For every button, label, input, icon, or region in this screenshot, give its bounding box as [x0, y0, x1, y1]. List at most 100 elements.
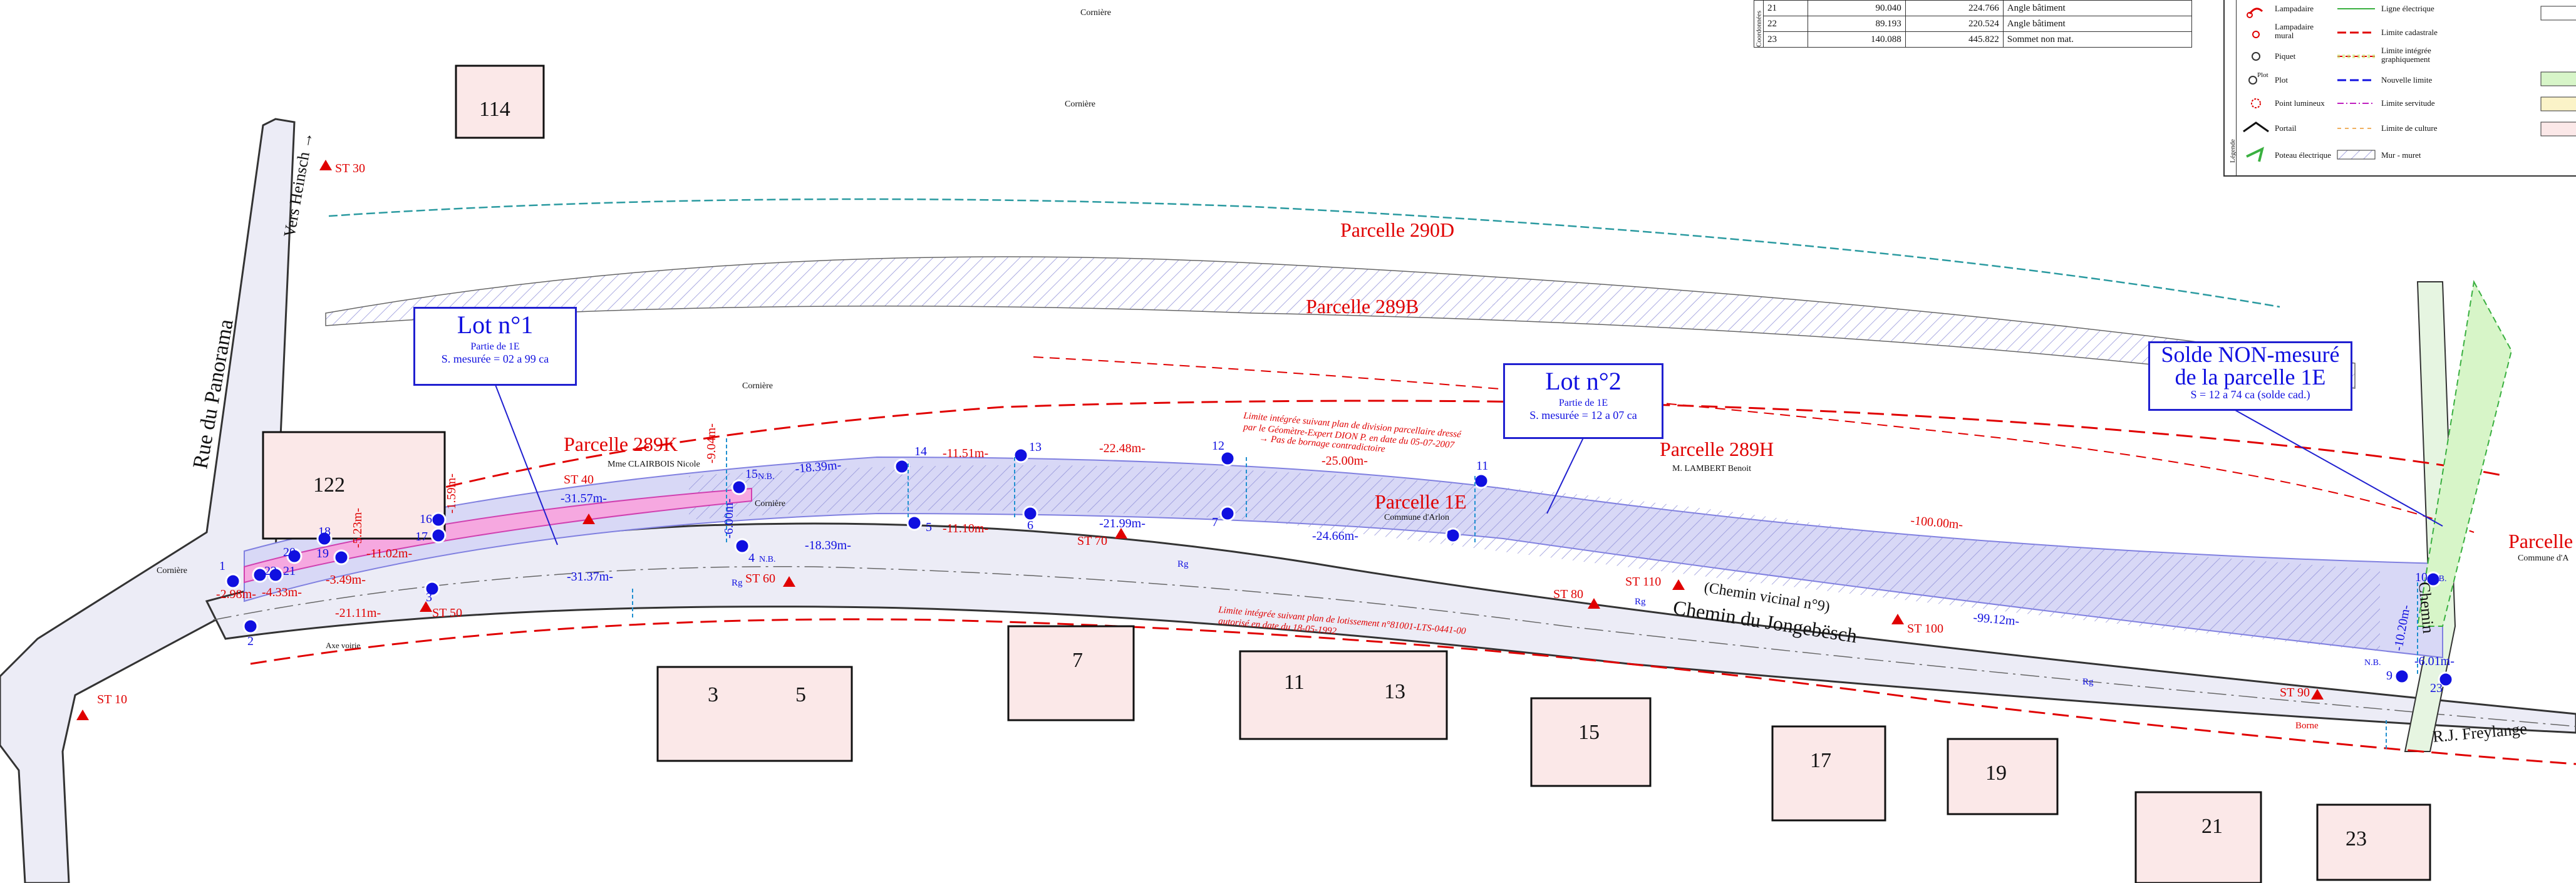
station-st30: ST 30	[335, 162, 365, 175]
svg-text:-24.66m-: -24.66m-	[1312, 529, 1358, 543]
label-chemin: Chemin	[2415, 581, 2438, 634]
building-17	[1771, 725, 1886, 822]
station-st90: ST 90	[2280, 686, 2310, 700]
svg-text:23: 23	[2430, 681, 2443, 695]
label-parcel-289k-owner: Mme CLAIRBOIS Nicole	[608, 460, 700, 469]
table-row: 23 140.088 445.822 Sommet non mat.	[1754, 31, 2193, 48]
svg-text:-18.39m-: -18.39m-	[805, 539, 851, 552]
station-st40: ST 40	[564, 473, 594, 487]
svg-text:-2.98m-: -2.98m-	[216, 587, 256, 601]
label-parcel-290d: Parcelle 290D	[1340, 219, 1454, 241]
legend-nouvelle-limite: Nouvelle limite	[2381, 75, 2433, 85]
svg-text:-6.00m-: -6.00m-	[722, 498, 736, 539]
svg-text:-99.12m-: -99.12m-	[1973, 611, 2020, 628]
svg-text:14: 14	[914, 445, 927, 458]
label-parcel-1e-commune: Commune d'Arlon	[1384, 513, 1449, 522]
solde-title1: Solde NON-mesuré	[2161, 342, 2340, 367]
lot1-area: S. mesurée = 02 a 99 ca	[441, 353, 549, 365]
label-corniere-left: Cornière	[157, 566, 187, 576]
label-corniere-mid2: Cornière	[755, 499, 785, 509]
legend-symbols	[2243, 6, 2576, 162]
label-borne: Borne	[2295, 721, 2319, 731]
legend-poteau: Poteau électrique	[2275, 150, 2331, 160]
svg-text:20: 20	[283, 545, 296, 559]
station-st50: ST 50	[432, 606, 462, 620]
bldg-11: 11	[1284, 671, 1305, 694]
svg-text:22: 22	[264, 564, 277, 578]
svg-text:9: 9	[2386, 669, 2392, 683]
road-axis	[212, 565, 2576, 727]
svg-text:15: 15	[745, 467, 758, 481]
svg-text:11: 11	[1476, 459, 1488, 473]
road-rue-du-panorama	[0, 118, 296, 883]
label-corniere-top2: Cornière	[1065, 100, 1095, 109]
svg-text:16: 16	[420, 512, 432, 526]
svg-text:-11.51m-: -11.51m-	[943, 447, 988, 460]
lot1-pointer	[494, 383, 558, 545]
svg-text:7: 7	[1212, 515, 1218, 529]
legend-point-lumineux: Point lumineux	[2275, 98, 2325, 108]
lot1-box: Lot n°1 Partie de 1E S. mesurée = 02 a 9…	[413, 307, 577, 386]
legend-limite-servitude: Limite servitude	[2381, 98, 2435, 108]
building-19	[1947, 738, 2059, 815]
legend: Légende Lampadaire Lampadaire mural Piqu…	[2223, 0, 2576, 177]
legend-limite-integree: Limite intégrée graphiquement	[2381, 46, 2431, 64]
bldg-13: 13	[1384, 680, 1405, 703]
building-3-5	[656, 666, 853, 762]
svg-text:12: 12	[1212, 439, 1224, 453]
station-st110: ST 110	[1625, 575, 1661, 589]
bldg-21: 21	[2201, 815, 2223, 838]
cadastral-limit-1	[262, 400, 2506, 540]
svg-text:-22.48m-: -22.48m-	[1099, 442, 1146, 455]
label-parcel-1e: Parcelle 1E	[1375, 490, 1467, 513]
building-7	[1007, 625, 1135, 721]
label-parcel-289h: Parcelle 289H	[1660, 438, 1774, 460]
station-st100: ST 100	[1907, 622, 1943, 636]
embankment-289b	[325, 256, 2356, 389]
lot1-sub: Partie de 1E	[470, 341, 520, 352]
bldg-122: 122	[313, 473, 345, 497]
svg-text:4: 4	[748, 551, 755, 565]
cadastral-limit-3	[1033, 356, 2475, 533]
label-parcel-right-commune: Commune d'A	[2518, 554, 2569, 563]
label-corniere-top1: Cornière	[1080, 8, 1111, 18]
svg-text:6: 6	[1027, 519, 1033, 532]
tag-nb-15: N.B.	[758, 472, 774, 482]
lot2-pointer	[1546, 435, 1585, 514]
legend-limite-culture: Limite de culture	[2381, 123, 2438, 133]
svg-text:17: 17	[415, 530, 428, 544]
label-parcel-289k: Parcelle 289K	[564, 433, 678, 455]
lot2-box: Lot n°2 Partie de 1E S. mesurée = 12 a 0…	[1503, 363, 1663, 439]
svg-text:-31.37m-: -31.37m-	[567, 570, 613, 584]
svg-text:8: 8	[1447, 528, 1453, 542]
lot2-sub: Partie de 1E	[1558, 398, 1608, 408]
lot2-title: Lot n°2	[1545, 367, 1622, 395]
legend-ligne-electrique: Ligne électrique	[2381, 4, 2434, 13]
svg-text:1: 1	[219, 559, 225, 573]
svg-text:18: 18	[318, 525, 331, 539]
svg-text:-25.00m-: -25.00m-	[1322, 454, 1368, 468]
bldg-17: 17	[1810, 749, 1831, 772]
bldg-7: 7	[1072, 649, 1083, 672]
svg-text:10: 10	[2415, 571, 2428, 584]
bldg-23: 23	[2346, 827, 2367, 850]
legend-mur-muret: Mur - muret	[2381, 150, 2421, 160]
label-rg-4: Rg	[2082, 677, 2094, 687]
fence-line-290d	[328, 198, 2280, 308]
legend-portail: Portail	[2275, 123, 2297, 133]
tag-nb-4: N.B.	[759, 555, 775, 564]
building-23	[2316, 803, 2431, 881]
table-row: Coordonnées 21 90.040 224.766 Angle bâti…	[1754, 0, 2193, 48]
building-11-13	[1239, 650, 1448, 740]
svg-text:19: 19	[316, 547, 329, 560]
label-corniere-mid: Cornière	[742, 381, 773, 391]
svg-text:5: 5	[926, 520, 932, 534]
building-21	[2134, 791, 2262, 883]
svg-text:-3.49m-: -3.49m-	[326, 573, 366, 587]
offset-dimensions	[632, 438, 2418, 751]
tag-nb-10: N.B.	[2430, 574, 2446, 584]
svg-text:2: 2	[247, 634, 254, 648]
label-parcel-289h-owner: M. LAMBERT Benoit	[1672, 464, 1751, 473]
svg-text:21: 21	[283, 564, 296, 578]
